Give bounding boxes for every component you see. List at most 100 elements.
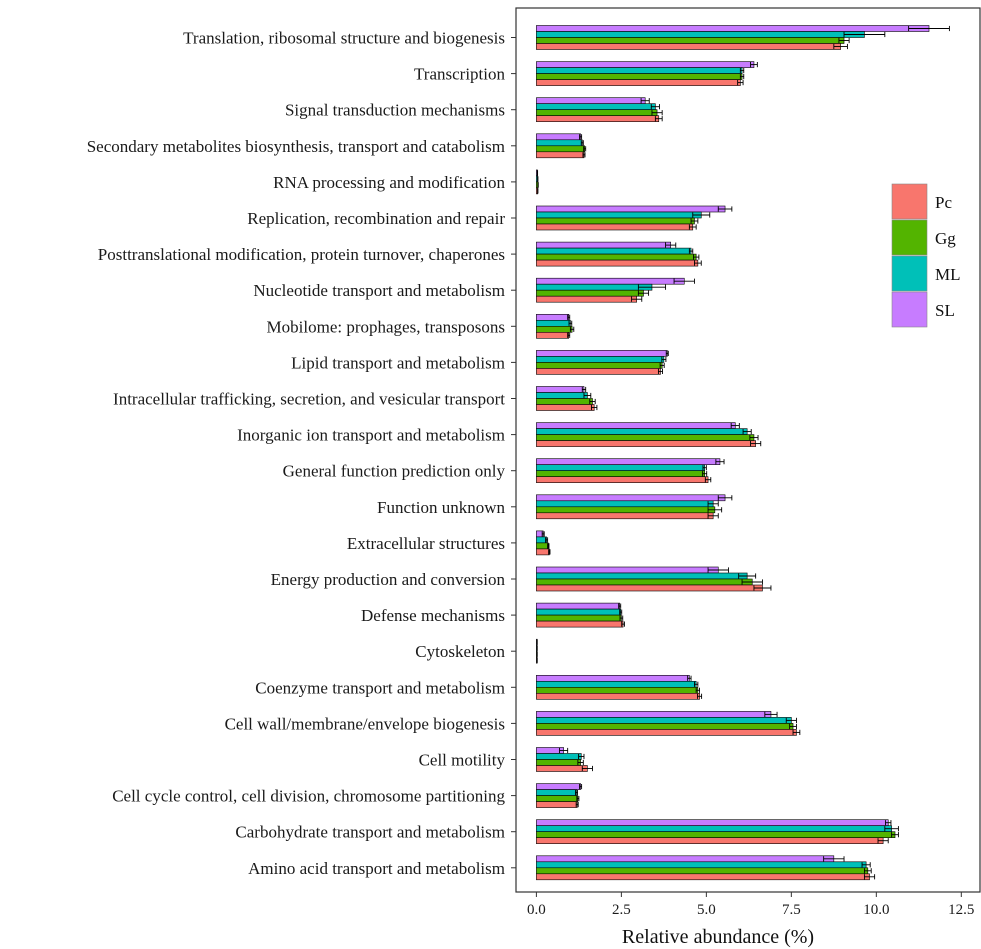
category-label-8: Mobilome: prophages, transposons [267,317,505,336]
category-label-14: Extracellular structures [347,534,505,553]
bar-gg-18 [536,686,699,694]
bar-sl-15 [536,566,719,574]
category-label-19: Cell wall/membrane/envelope biogenesis [225,714,505,733]
bar-pc-7 [536,295,637,303]
bar-pc-6 [536,259,699,267]
bar-gg-22 [536,831,896,839]
bar-gg-5 [536,217,695,225]
bar-gg-8 [536,325,573,333]
bar-gg-15 [536,578,753,586]
bar-pc-9 [536,368,661,375]
bar-ml-21 [536,789,577,796]
bar-ml-1 [536,67,743,74]
bar-ml-18 [536,680,697,688]
bar-ml-14 [536,536,547,544]
bar-sl-0 [536,25,930,32]
bar-gg-9 [536,362,663,369]
bar-sl-11 [536,422,736,429]
bar-gg-7 [536,289,644,297]
bar-pc-5 [536,223,694,231]
bar-gg-16 [536,614,622,622]
bar-gg-3 [536,145,585,153]
legend-label-gg: Gg [935,229,956,248]
category-label-12: General function prediction only [283,462,506,481]
category-label-11: Inorganic ion transport and metabolism [237,426,505,445]
plot-panel-border [515,7,981,893]
bar-sl-16 [536,602,620,610]
category-label-1: Transcription [414,65,505,84]
category-label-4: RNA processing and modification [273,173,505,192]
bar-sl-7 [536,277,685,285]
bar-pc-22 [536,837,884,845]
bar-sl-1 [536,61,755,68]
category-label-15: Energy production and conversion [271,570,506,589]
bar-pc-11 [536,440,756,447]
legend-key-gg [891,219,928,256]
bar-ml-10 [536,392,588,399]
legend-key-pc [891,183,928,220]
bar-sl-21 [536,783,581,790]
bar-ml-9 [536,356,665,363]
bar-ml-23 [536,861,867,869]
bar-ml-13 [536,500,714,508]
category-label-18: Coenzyme transport and metabolism [255,678,505,697]
bar-ml-3 [536,139,583,147]
x-tick-label-4: 10.0 [863,902,889,918]
bar-pc-3 [536,151,585,159]
bar-sl-10 [536,386,585,393]
bar-gg-23 [536,867,869,875]
bar-sl-2 [536,97,646,104]
bar-ml-0 [536,31,865,38]
category-label-23: Amino acid transport and metabolism [248,859,505,878]
category-labels: Translation, ribosomal structure and bio… [87,29,516,878]
bar-pc-2 [536,115,660,122]
category-label-7: Nucleotide transport and metabolism [253,281,505,300]
category-label-20: Cell motility [419,751,506,770]
category-label-16: Defense mechanisms [361,606,505,625]
bar-pc-16 [536,620,624,628]
bar-ml-5 [536,211,702,219]
bar-gg-21 [536,795,579,802]
bar-gg-6 [536,253,697,261]
bar-pc-13 [536,512,714,520]
category-label-13: Function unknown [377,498,505,517]
bar-pc-10 [536,404,595,411]
bar-pc-21 [536,801,578,808]
bar-sl-23 [536,855,835,863]
bar-ml-15 [536,572,748,580]
bar-pc-0 [536,43,841,50]
bars-layer [536,25,930,881]
bar-sl-18 [536,674,690,682]
category-label-9: Lipid transport and metabolism [291,353,505,372]
category-label-3: Secondary metabolites biosynthesis, tran… [87,137,505,156]
x-tick-label-1: 2.5 [612,902,631,918]
bar-pc-1 [536,79,741,86]
x-tick-label-0: 0.0 [527,902,546,918]
bar-pc-18 [536,692,700,700]
bar-sl-6 [536,241,671,249]
bar-sl-8 [536,313,569,321]
bar-gg-11 [536,434,755,441]
legend-label-ml: ML [935,265,961,284]
bar-ml-16 [536,608,621,616]
error-bars-layer [536,25,950,880]
bar-pc-19 [536,729,797,736]
x-axis-title: Relative abundance (%) [622,926,814,948]
bar-sl-19 [536,711,772,718]
bar-gg-20 [536,759,581,766]
category-label-5: Replication, recombination and repair [247,209,505,228]
legend-key-sl [891,291,928,328]
x-axis-ticks: 0.0 2.5 5.0 7.5 10.0 12.5 [527,892,974,918]
bar-sl-5 [536,205,726,213]
category-label-22: Carbohydrate transport and metabolism [235,823,505,842]
bar-pc-12 [536,476,709,484]
category-label-21: Cell cycle control, cell division, chrom… [112,787,505,806]
bar-gg-12 [536,470,705,478]
bar-ml-11 [536,428,748,435]
bar-pc-23 [536,873,870,881]
category-label-10: Intracellular trafficking, secretion, an… [113,390,505,409]
legend-label-pc: Pc [935,193,952,212]
bar-gg-10 [536,398,593,405]
bar-sl-12 [536,458,721,466]
